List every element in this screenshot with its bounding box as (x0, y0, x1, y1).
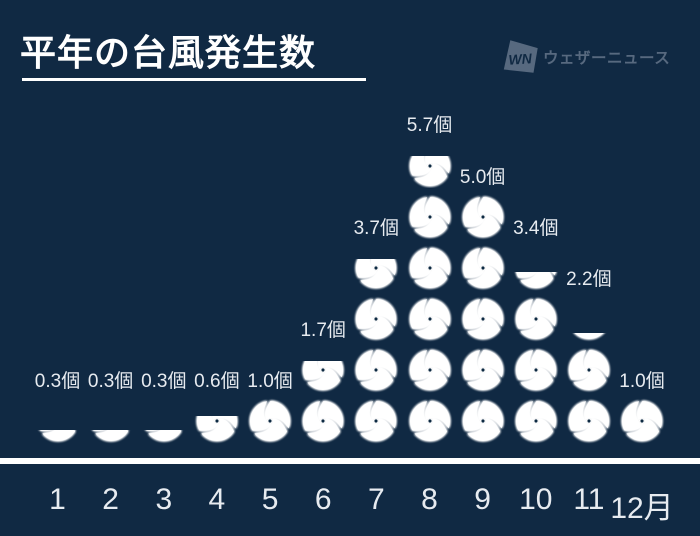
svg-text:WN: WN (508, 50, 533, 68)
svg-text:ウェザーニュース: ウェザーニュース (543, 49, 670, 67)
